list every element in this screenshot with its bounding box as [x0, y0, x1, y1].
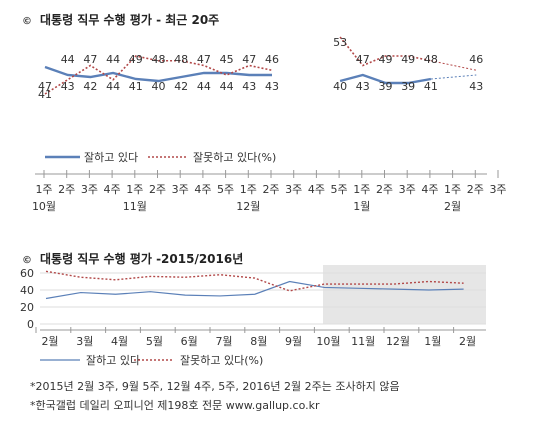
chart2-month-label: 6월	[181, 335, 198, 348]
disapprove-value-label: 49	[401, 53, 415, 66]
disapprove-value-label: 46	[265, 53, 279, 66]
disapprove-value-label: 46	[469, 53, 483, 66]
chart1-week-label: 3주	[81, 183, 98, 196]
approve-value-label: 42	[83, 80, 97, 93]
disapprove-value-label: 44	[61, 53, 75, 66]
copyright-icon: ©	[22, 16, 32, 27]
chart1-week-label: 3주	[399, 183, 416, 196]
chart2-month-label: 9월	[285, 335, 302, 348]
recent-weeks-shade	[323, 265, 486, 324]
chart2-month-label: 10월	[316, 335, 340, 348]
chart2-month-label: 8월	[250, 335, 267, 348]
chart1-week-label: 2주	[467, 183, 484, 196]
approve-value-label: 43	[356, 80, 370, 93]
disapprove-value-label: 49	[379, 53, 393, 66]
approve-value-label: 39	[401, 80, 415, 93]
disapprove-value-label: 47	[242, 53, 256, 66]
approve-value-label: 41	[424, 80, 438, 93]
chart1-title-text: 대통령 직무 수행 평가 - 최근 20주	[40, 13, 220, 27]
chart2-month-label: 11월	[351, 335, 375, 348]
approve-value-label: 44	[106, 80, 120, 93]
copyright-icon-2: ©	[22, 255, 32, 266]
legend-approve-label: 잘하고 있다	[84, 150, 138, 164]
disapprove-value-label: 47	[83, 53, 97, 66]
disapprove-value-label: 41	[38, 88, 52, 101]
chart1-month-label: 11월	[123, 200, 147, 213]
disapprove-value-label: 49	[129, 53, 143, 66]
disapprove-value-label: 47	[197, 53, 211, 66]
chart2-month-label: 7월	[215, 335, 232, 348]
chart2-month-label: 1월	[424, 335, 441, 348]
approve-value-label: 42	[174, 80, 188, 93]
chart1-week-label: 3주	[489, 183, 506, 196]
chart2-y-tick-label: 20	[20, 301, 34, 314]
approve-line-segment-1	[339, 73, 432, 85]
footnote-1: *2015년 2월 3주, 9월 5주, 12월 4주, 5주, 2016년 2…	[30, 380, 400, 393]
chart1-week-label: 5주	[331, 183, 348, 196]
approve-gap-line	[430, 74, 477, 80]
approve-value-label: 40	[333, 80, 347, 93]
chart2-month-label: 5월	[146, 335, 163, 348]
chart1-month-label: 2월	[444, 200, 461, 213]
chart2-title-text: 대통령 직무 수행 평가 -2015/2016년	[40, 252, 244, 266]
chart1-week-label: 4주	[421, 183, 438, 196]
chart2-month-label: 3월	[76, 335, 93, 348]
chart1-week-label: 1주	[353, 183, 370, 196]
chart1-week-label: 2주	[149, 183, 166, 196]
disapprove-value-label: 48	[152, 53, 166, 66]
footnote-2: *한국갤럽 데일리 오피니언 제198호 전문 www.gallup.co.kr	[30, 399, 320, 412]
chart2-month-label: 12월	[386, 335, 410, 348]
approve-value-label: 44	[197, 80, 211, 93]
chart1-week-label: 4주	[308, 183, 325, 196]
chart1-week-label: 1주	[444, 183, 461, 196]
approve-value-label: 47	[38, 80, 52, 93]
disapprove-line-segment-0	[44, 55, 273, 95]
chart1-week-label: 5주	[217, 183, 234, 196]
disapprove-value-label: 48	[174, 53, 188, 66]
disapprove-line-segment-1	[339, 36, 432, 67]
disapprove-value-label: 53	[333, 36, 347, 49]
chart1-week-label: 1주	[35, 183, 52, 196]
chart1-plot: 47 43 42 44 41 40 42 44 44 43 43 40 43 39 39 41 43 41 44 47…	[32, 36, 507, 213]
chart1-week-label: 4주	[104, 183, 121, 196]
chart2-y-tick-label: 40	[20, 284, 34, 297]
legend-disapprove-label: 잘못하고 있다(%)	[193, 150, 276, 164]
chart2-month-label: 2월	[41, 335, 58, 348]
chart1-week-label: 2주	[376, 183, 393, 196]
chart2-legend-approve-label: 잘하고 있다	[86, 353, 140, 367]
chart1-week-label: 2주	[58, 183, 75, 196]
chart2-month-label: 4월	[111, 335, 128, 348]
chart1-title: © 대통령 직무 수행 평가 - 최근 20주	[22, 11, 219, 28]
approve-value-label: 43	[265, 80, 279, 93]
disapprove-value-label: 48	[424, 53, 438, 66]
approve-value-label: 44	[220, 80, 234, 93]
chart1-month-label: 1월	[353, 200, 370, 213]
chart1-week-label: 4주	[194, 183, 211, 196]
chart2-month-label: 2월	[459, 335, 476, 348]
approve-value-label: 43	[469, 80, 483, 93]
disapprove-value-label: 44	[106, 53, 120, 66]
approve-value-label: 43	[242, 80, 256, 93]
approve-value-label: 41	[129, 80, 143, 93]
approve-value-label: 43	[61, 80, 75, 93]
chart1-week-label: 3주	[285, 183, 302, 196]
chart2-approve-line	[45, 280, 464, 300]
chart1-month-label: 12월	[236, 200, 260, 213]
disapprove-value-label: 47	[356, 53, 370, 66]
chart2-y-tick-label: 60	[20, 267, 34, 280]
chart1-week-label: 3주	[172, 183, 189, 196]
chart2-disapprove-line	[45, 270, 464, 292]
chart1-week-label: 2주	[262, 183, 279, 196]
chart1-week-label: 1주	[240, 183, 257, 196]
approve-line-segment-0	[44, 65, 272, 83]
chart1-week-label: 1주	[126, 183, 143, 196]
chart2-legend-disapprove-label: 잘못하고 있다(%)	[180, 353, 263, 367]
disapprove-value-label: 45	[220, 53, 234, 66]
chart2-y-tick-label: 0	[27, 318, 34, 331]
chart2-title: © 대통령 직무 수행 평가 -2015/2016년	[22, 250, 243, 267]
approve-value-label: 39	[379, 80, 393, 93]
approve-value-label: 40	[152, 80, 166, 93]
chart1-month-label: 10월	[32, 200, 56, 213]
